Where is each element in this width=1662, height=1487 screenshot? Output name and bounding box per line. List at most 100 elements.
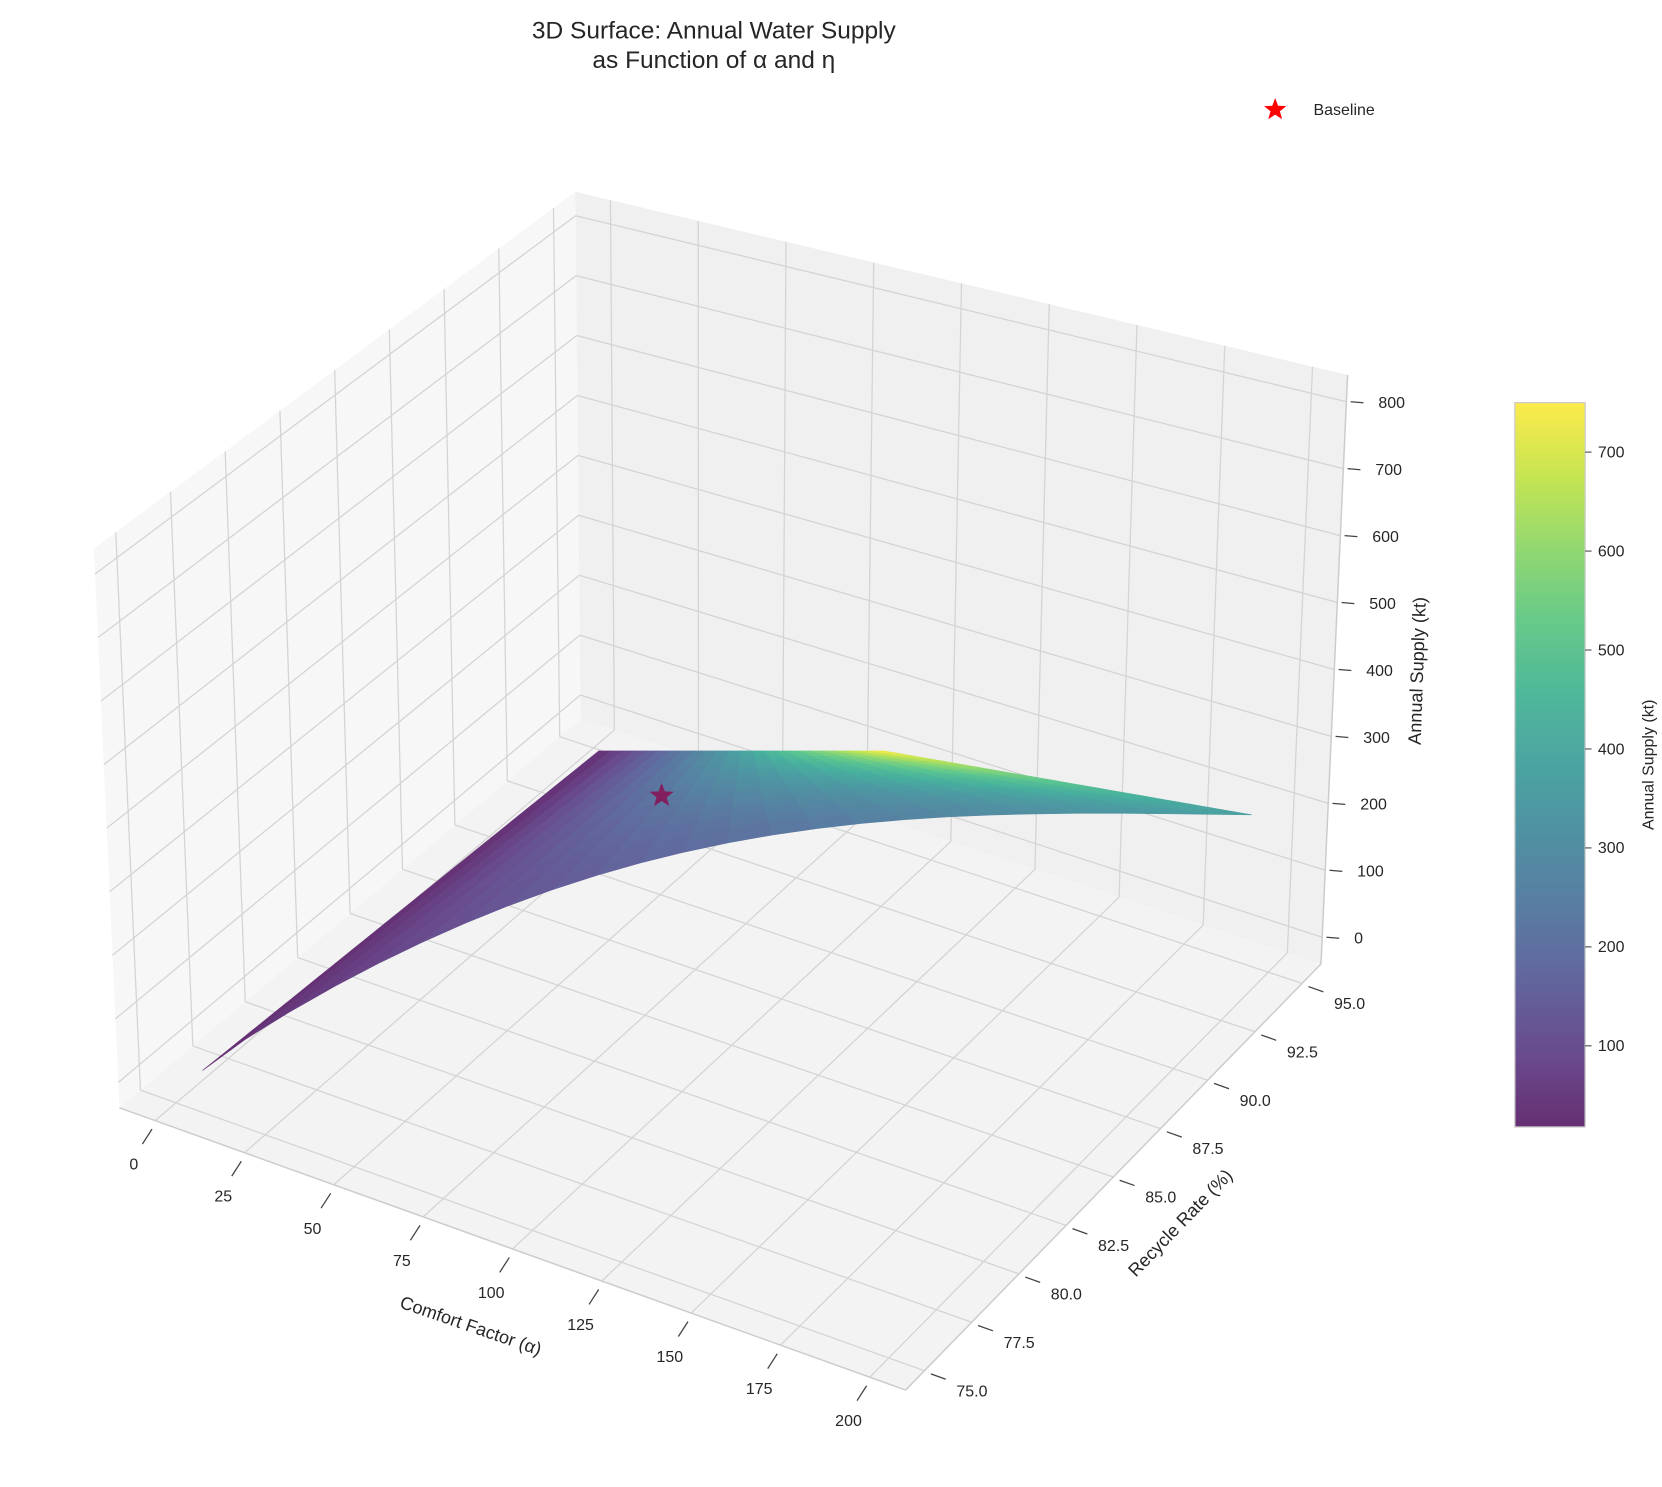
surface-patch	[1193, 811, 1252, 816]
left-pane	[93, 191, 581, 1108]
z-tick-label: 100	[1357, 864, 1384, 881]
colorbar-tick-label: 100	[1598, 1038, 1625, 1055]
y-tick-mark	[1166, 1131, 1183, 1138]
grid-lines	[94, 200, 1349, 1391]
back-grid-z	[577, 454, 1335, 671]
back-grid-z	[576, 274, 1344, 470]
chart-title-line-2: as Function of α and η	[592, 47, 835, 74]
floor-grid-y	[245, 1001, 1020, 1275]
y-tick-label: 75.0	[956, 1383, 987, 1400]
legend: Baseline	[1263, 97, 1375, 120]
y-tick-mark	[1025, 1276, 1041, 1283]
z-tick-label: 700	[1375, 462, 1402, 479]
z-tick-label: 800	[1378, 395, 1405, 412]
z-tick-mark	[1341, 601, 1355, 605]
floor-grid-y	[349, 912, 1114, 1178]
x-tick-label: 200	[835, 1413, 862, 1430]
legend-label-baseline: Baseline	[1314, 102, 1375, 119]
z-tick-mark	[1347, 468, 1361, 471]
left-grid-z	[100, 335, 578, 702]
y-tick-mark	[1308, 985, 1324, 993]
z-tick-label: 500	[1369, 596, 1396, 613]
colorbar: 100 200 300 400 500 600 700 Annual Supply (kt)	[1514, 402, 1657, 1128]
z-axis-label: Annual Supply (kt)	[1405, 597, 1430, 745]
z-tick-mark	[1332, 802, 1346, 806]
floor-pane	[119, 719, 1321, 1391]
z-tick-mark	[1338, 668, 1352, 672]
x-tick-label: 100	[478, 1285, 505, 1302]
left-grid-z	[103, 394, 578, 766]
x-tick-mark	[767, 1353, 778, 1369]
x-tick-label: 125	[567, 1317, 594, 1334]
colorbar-tick-label: 300	[1598, 840, 1625, 857]
left-grid-z	[117, 694, 581, 1083]
z-tick-mark	[1350, 401, 1364, 404]
back-grid-z	[579, 574, 1329, 804]
y-tick-mark	[1119, 1179, 1135, 1187]
colorbar-gradient	[1514, 402, 1586, 1128]
x-tick-mark	[499, 1257, 510, 1273]
y-tick-label: 80.0	[1051, 1286, 1082, 1303]
x-tick-label: 50	[304, 1221, 322, 1238]
x-tick-label: 75	[393, 1253, 411, 1270]
y-tick-label: 85.0	[1145, 1190, 1176, 1207]
x-tick-mark	[409, 1225, 421, 1241]
back-grid-z	[576, 334, 1341, 537]
x-tick-label: 25	[214, 1189, 232, 1206]
left-grid-z	[112, 574, 580, 956]
floor-grid-y	[140, 1089, 925, 1372]
back-grid-z	[577, 394, 1338, 604]
surface-mesh	[202, 750, 1252, 1071]
x-axis-label: Comfort Factor (α)	[397, 1292, 544, 1359]
legend-star-marker	[1263, 97, 1287, 120]
y-tick-mark	[930, 1373, 946, 1380]
z-tick-label: 400	[1366, 663, 1393, 680]
colorbar-tick-label: 500	[1598, 642, 1625, 659]
x-tick-mark	[141, 1128, 153, 1145]
y-tick-label: 82.5	[1098, 1238, 1129, 1255]
left-grid-z	[106, 454, 579, 829]
y-tick-label: 77.5	[1004, 1335, 1035, 1352]
x-tick-mark	[588, 1289, 600, 1305]
floor-grid-y	[192, 1045, 972, 1323]
y-tick-label: 87.5	[1192, 1141, 1223, 1158]
y-tick-mark	[977, 1324, 994, 1332]
left-grid-z	[97, 275, 577, 639]
colorbar-tick-label: 400	[1598, 741, 1625, 758]
z-tick-label: 0	[1354, 931, 1363, 948]
y-tick-label: 92.5	[1287, 1044, 1318, 1061]
z-tick-mark	[1329, 869, 1343, 872]
left-grid-z	[114, 634, 581, 1020]
colorbar-tick-label: 700	[1598, 444, 1625, 461]
z-tick-mark	[1344, 534, 1358, 538]
colorbar-ticks: 100 200 300 400 500 600 700	[1585, 444, 1625, 1055]
back-grid-z	[578, 514, 1332, 738]
y-axis-label: Recycle Rate (%)	[1124, 1165, 1236, 1280]
colorbar-tick-label: 600	[1598, 543, 1625, 560]
x-tick-mark	[320, 1192, 332, 1209]
x-tick-mark	[677, 1321, 689, 1337]
colorbar-tick-label: 200	[1598, 939, 1625, 956]
y-axis-line	[905, 963, 1322, 1391]
left-grid-z	[94, 215, 576, 575]
y-tick-mark	[1072, 1228, 1088, 1235]
axis-ticks: 0 25 50 75 100 125 150 175 200 75.0 77.5 80.0 82.5 85…	[129, 395, 1405, 1430]
z-tick-label: 600	[1372, 529, 1399, 546]
colorbar-label: Annual Supply (kt)	[1640, 700, 1657, 830]
x-tick-mark	[856, 1385, 868, 1402]
floor-grid-y	[297, 956, 1067, 1227]
z-tick-label: 300	[1363, 730, 1390, 747]
floor-grid-y	[402, 868, 1161, 1130]
y-tick-label: 95.0	[1334, 996, 1365, 1013]
y-tick-mark	[1213, 1082, 1230, 1090]
back-grid-z	[579, 634, 1326, 871]
z-tick-mark	[1335, 735, 1349, 739]
z-tick-mark	[1326, 936, 1340, 939]
baseline-star-marker	[649, 782, 674, 807]
x-tick-label: 175	[746, 1381, 773, 1398]
y-tick-mark	[1261, 1034, 1277, 1041]
x-tick-mark	[231, 1160, 242, 1177]
x-tick-label: 150	[657, 1349, 684, 1366]
chart-title-line-1: 3D Surface: Annual Water Supply	[532, 17, 897, 44]
